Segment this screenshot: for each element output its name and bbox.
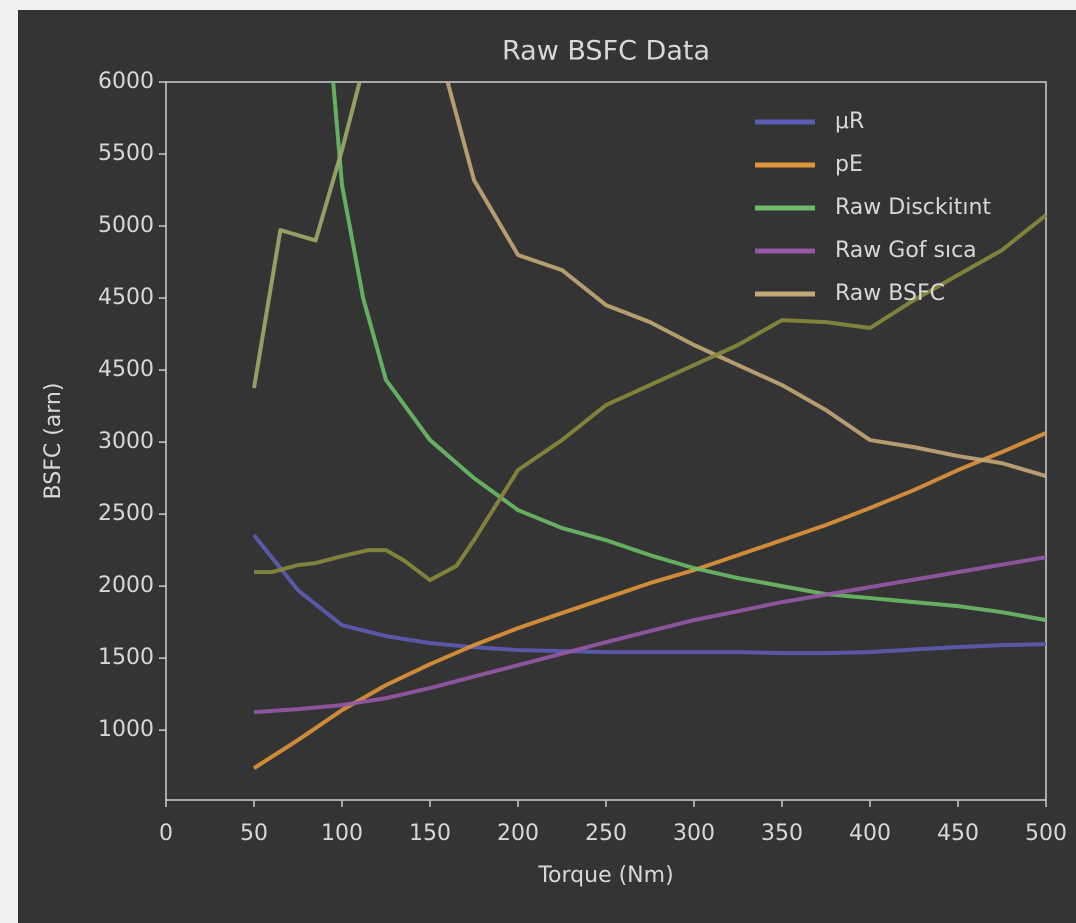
legend-label: Raw Disckitınt xyxy=(835,195,991,220)
plot-frame xyxy=(165,81,1047,801)
legend-label: Raw BSFC xyxy=(835,281,945,306)
x-tick-label: 350 xyxy=(761,821,803,846)
x-tick-label: 400 xyxy=(849,821,891,846)
series-line xyxy=(331,81,1047,623)
series-line xyxy=(253,555,1047,715)
panel xyxy=(18,10,1076,923)
series-line xyxy=(252,81,362,389)
y-tick-label: 4500 xyxy=(98,285,154,310)
x-tick-label: 500 xyxy=(1025,821,1067,846)
x-tick-label: 200 xyxy=(497,821,539,846)
chart-title: Raw BSFC Data xyxy=(502,36,710,67)
legend-label: pE xyxy=(835,152,863,177)
y-tick-label: 1000 xyxy=(98,717,154,742)
legend-label: μR xyxy=(835,109,864,134)
y-tick-label: 1500 xyxy=(98,645,154,670)
x-tick-label: 100 xyxy=(321,821,363,846)
y-tick-label: 3000 xyxy=(98,429,154,454)
y-tick-label: 2000 xyxy=(98,573,154,598)
x-tick-label: 150 xyxy=(409,821,451,846)
x-axis-label: Torque (Nm) xyxy=(537,863,673,888)
y-tick-label: 2500 xyxy=(98,501,154,526)
series-line xyxy=(254,213,1048,583)
x-tick-label: 0 xyxy=(159,821,173,846)
y-axis-label: BSFC (arn) xyxy=(41,383,66,500)
y-tick-label: 5500 xyxy=(98,141,154,166)
series-line xyxy=(252,533,1047,656)
x-tick-label: 300 xyxy=(673,821,715,846)
series-line xyxy=(445,81,1047,478)
y-tick-label: 6000 xyxy=(98,69,154,94)
legend-label: Raw Gof sıca xyxy=(835,238,977,263)
y-tick-label: 4500 xyxy=(98,357,154,382)
x-tick-label: 50 xyxy=(240,821,268,846)
x-tick-label: 450 xyxy=(937,821,979,846)
series-line xyxy=(252,431,1047,770)
y-tick-label: 5000 xyxy=(98,213,154,238)
x-tick-label: 250 xyxy=(585,821,627,846)
